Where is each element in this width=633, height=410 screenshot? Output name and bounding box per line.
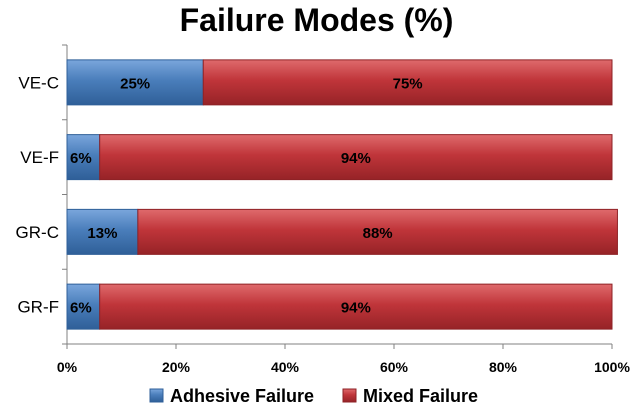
legend-label-mixed: Mixed Failure: [363, 386, 478, 406]
x-tick-label: 40%: [271, 359, 300, 375]
data-label: 13%: [87, 225, 117, 242]
legend-swatch-adhesive: [149, 388, 164, 403]
bar-segment-mixed: [99, 134, 613, 181]
bar-segment-adhesive: [66, 59, 204, 106]
data-label: 94%: [341, 150, 371, 167]
category-label: GR-C: [16, 223, 59, 242]
legend-label-adhesive: Adhesive Failure: [170, 386, 314, 406]
category-label: VE-C: [18, 73, 59, 92]
bar-segment-adhesive: [66, 134, 101, 181]
chart-title: Failure Modes (%): [179, 2, 454, 38]
data-label: 88%: [363, 225, 393, 242]
data-label: 94%: [341, 300, 371, 317]
bar-segment-adhesive: [66, 283, 101, 330]
x-tick-label: 60%: [380, 359, 409, 375]
x-tick-label: 0%: [57, 359, 78, 375]
x-tick-label: 100%: [594, 359, 630, 375]
bar-segment-adhesive: [66, 208, 139, 255]
bar-segment-mixed: [202, 59, 613, 106]
legend-swatch-mixed: [342, 388, 357, 403]
x-tick-label: 80%: [489, 359, 518, 375]
data-label: 6%: [70, 150, 92, 167]
data-label: 6%: [70, 300, 92, 317]
bar-segment-mixed: [137, 208, 618, 255]
bar-segment-mixed: [99, 283, 613, 330]
category-label: GR-F: [17, 298, 59, 317]
data-label: 75%: [393, 75, 423, 92]
x-tick-label: 20%: [162, 359, 191, 375]
category-label: VE-F: [20, 148, 59, 167]
data-label: 25%: [120, 75, 150, 92]
